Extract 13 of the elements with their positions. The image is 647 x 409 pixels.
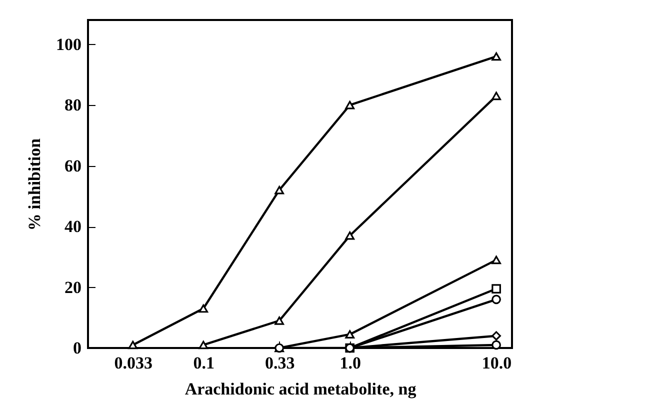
x-tick-label: 0.1 xyxy=(193,354,215,372)
y-tick-label: 40 xyxy=(64,217,82,236)
x-tick-label: 1.0 xyxy=(340,354,361,372)
y-axis-title: % inhibition xyxy=(25,138,44,231)
y-tick-label: 20 xyxy=(64,278,82,297)
y-tick-label: 60 xyxy=(64,156,82,176)
x-tick-label: 0.33 xyxy=(264,354,295,372)
x-axis-title: Arachidonic acid metabolite, ng xyxy=(184,380,417,398)
y-tick-label: 80 xyxy=(64,96,82,115)
y-tick-label: 0 xyxy=(73,338,82,358)
y-tick-label: 100 xyxy=(56,34,82,54)
x-tick-label: 0.033 xyxy=(114,354,152,372)
x-tick-label: 10.0 xyxy=(482,354,512,372)
